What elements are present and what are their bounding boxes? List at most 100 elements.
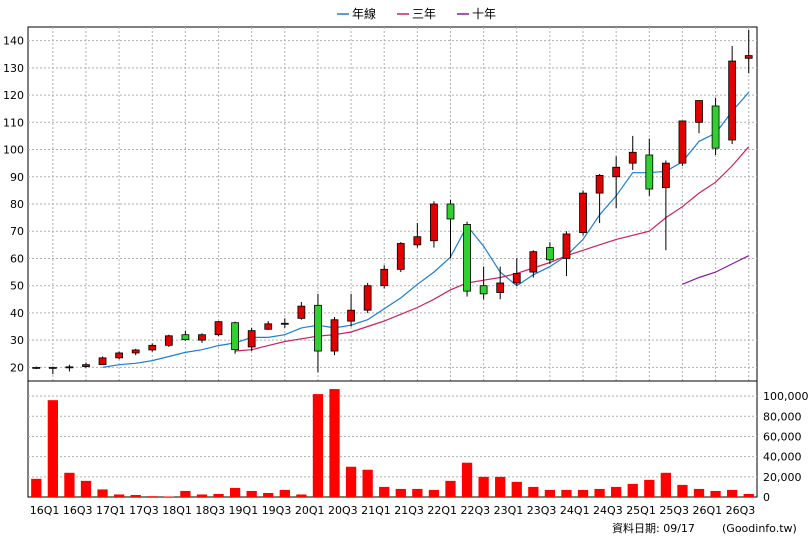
series-line <box>102 92 750 368</box>
candle-body <box>131 349 140 354</box>
legend: 年線 三年 十年 <box>337 6 496 21</box>
legend-label: 年線 <box>352 6 376 21</box>
price-tick-label: 70 <box>10 225 24 238</box>
legend-label: 十年 <box>472 7 496 21</box>
candle-body <box>32 366 41 369</box>
price-tick-label: 60 <box>10 252 24 265</box>
candle-body <box>65 366 74 369</box>
volume-bar <box>743 493 754 497</box>
candle-body <box>264 323 273 330</box>
x-tick-label: 20Q1 <box>295 504 325 517</box>
volume-bar <box>677 484 688 497</box>
volume-bar <box>246 490 257 497</box>
x-tick-label: 19Q1 <box>229 504 259 517</box>
price-tick-label: 120 <box>3 89 24 102</box>
volume-bar <box>445 480 456 497</box>
volume-bar <box>710 490 721 497</box>
candle-body <box>48 366 57 369</box>
volume-bar <box>279 489 290 497</box>
candle-body <box>546 247 554 261</box>
candle-body <box>231 322 239 351</box>
candle-body <box>479 285 488 295</box>
candle-body <box>181 334 190 341</box>
x-tick-label: 22Q1 <box>427 504 457 517</box>
volume-panel: 0 20,000 40,000 60,000 80,000 100,000 <box>27 380 808 504</box>
candle-body <box>380 268 389 287</box>
volume-tick-label: 40,000 <box>763 451 802 464</box>
candle-body <box>562 233 571 259</box>
volume-bar <box>362 469 373 497</box>
candle-body <box>164 335 173 346</box>
volume-bar <box>64 472 75 497</box>
volume-bar <box>31 478 42 497</box>
price-tick-label: 110 <box>3 116 24 129</box>
candle-body <box>496 282 505 293</box>
price-panel: 20 30 40 50 60 70 80 90 100 110 120 130 140 <box>3 26 758 497</box>
volume-bar <box>163 496 174 497</box>
x-tick-label: 21Q3 <box>394 504 424 517</box>
volume-bar <box>511 481 522 497</box>
x-tick-label: 24Q1 <box>560 504 590 517</box>
x-tick-label: 26Q1 <box>692 504 722 517</box>
volume-bar <box>379 486 390 497</box>
candle-body <box>463 224 471 292</box>
candle-body <box>645 154 654 190</box>
volume-bar <box>229 487 241 497</box>
candle-body <box>711 105 720 149</box>
price-tick-label: 80 <box>10 198 24 211</box>
x-tick-label: 18Q1 <box>162 504 192 517</box>
volume-tick-label: 80,000 <box>763 410 802 423</box>
volume-bar <box>147 496 158 497</box>
price-tick-label: 130 <box>3 62 24 75</box>
price-tick-label: 50 <box>10 280 24 293</box>
candle-body <box>330 319 339 352</box>
x-tick-label: 18Q3 <box>195 504 225 517</box>
x-tick-label: 24Q3 <box>593 504 623 517</box>
legend-label: 三年 <box>412 7 436 21</box>
volume-bar <box>594 488 605 497</box>
candle-body <box>579 192 587 233</box>
volume-bar <box>478 476 489 497</box>
candle-body <box>628 151 637 164</box>
volume-tick-label: 60,000 <box>763 430 802 443</box>
x-tick-label: 25Q3 <box>659 504 689 517</box>
x-tick-label: 21Q1 <box>361 504 391 517</box>
x-tick-label: 16Q3 <box>63 504 93 517</box>
candle-body <box>280 322 289 325</box>
volume-bar <box>611 486 622 497</box>
candle-body <box>347 309 355 322</box>
candle-body <box>198 334 206 341</box>
volume-bar <box>329 389 340 497</box>
volume-bar <box>180 490 191 497</box>
volume-bar <box>80 480 92 497</box>
price-tick-label: 20 <box>10 361 24 374</box>
volume-bar <box>196 494 208 497</box>
price-tick-label: 100 <box>3 144 24 157</box>
volume-bar <box>528 486 539 497</box>
candle-body <box>396 243 405 270</box>
candle-body <box>314 304 322 352</box>
volume-bar <box>47 400 58 497</box>
x-tick-label: 23Q1 <box>494 504 524 517</box>
candle-body <box>661 162 670 189</box>
volume-bar <box>296 494 307 497</box>
volume-tick-label: 20,000 <box>763 471 802 484</box>
candle-body <box>247 330 256 348</box>
x-tick-label: 17Q1 <box>96 504 126 517</box>
x-tick-label: 26Q3 <box>726 504 756 517</box>
candle-body <box>148 344 157 351</box>
volume-bar <box>97 489 108 497</box>
candle-body <box>512 273 521 284</box>
price-tick-label: 40 <box>10 307 24 320</box>
x-tick-label: 25Q1 <box>626 504 656 517</box>
candle-body <box>82 364 90 367</box>
candle-body <box>728 60 737 141</box>
volume-bar <box>727 489 738 497</box>
price-tick-label: 30 <box>10 334 24 347</box>
candle-body <box>115 352 124 359</box>
x-tick-label: 16Q1 <box>30 504 60 517</box>
x-tick-label: 20Q3 <box>328 504 358 517</box>
volume-bar <box>544 489 556 497</box>
price-tick-label: 90 <box>10 171 24 184</box>
